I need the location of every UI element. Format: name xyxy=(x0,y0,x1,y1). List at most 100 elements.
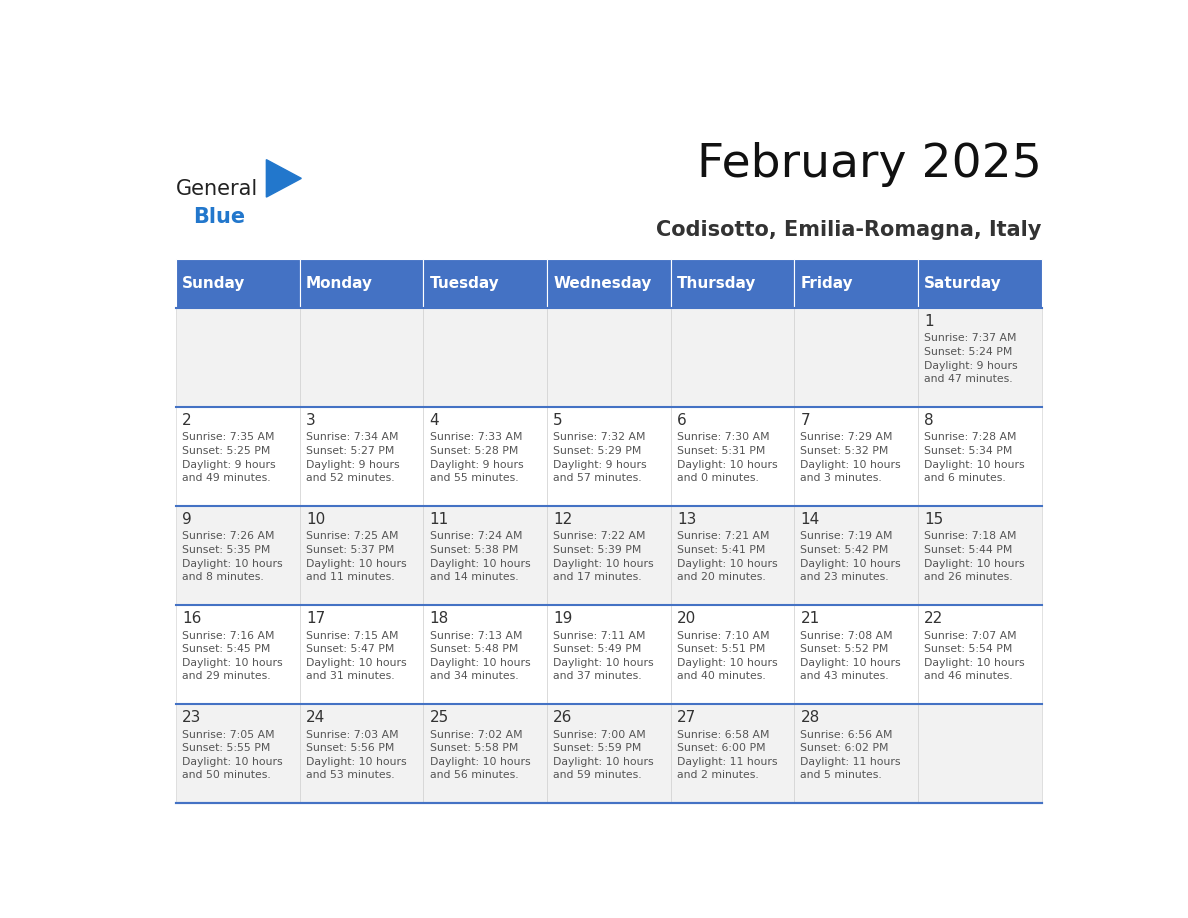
Text: 24: 24 xyxy=(307,710,326,725)
Text: 19: 19 xyxy=(554,610,573,626)
Text: Friday: Friday xyxy=(801,275,853,291)
Text: Sunrise: 7:16 AM
Sunset: 5:45 PM
Daylight: 10 hours
and 29 minutes.: Sunrise: 7:16 AM Sunset: 5:45 PM Dayligh… xyxy=(182,631,283,681)
Text: Sunrise: 7:33 AM
Sunset: 5:28 PM
Daylight: 9 hours
and 55 minutes.: Sunrise: 7:33 AM Sunset: 5:28 PM Dayligh… xyxy=(430,432,523,483)
Text: Monday: Monday xyxy=(307,275,373,291)
Text: 17: 17 xyxy=(307,610,326,626)
Text: Sunrise: 7:10 AM
Sunset: 5:51 PM
Daylight: 10 hours
and 40 minutes.: Sunrise: 7:10 AM Sunset: 5:51 PM Dayligh… xyxy=(677,631,777,681)
Text: 16: 16 xyxy=(182,610,202,626)
Bar xyxy=(671,704,795,803)
Text: 26: 26 xyxy=(554,710,573,725)
Text: 13: 13 xyxy=(677,511,696,527)
Bar xyxy=(918,506,1042,605)
Bar xyxy=(423,506,546,605)
Bar xyxy=(671,259,795,308)
Bar xyxy=(918,259,1042,308)
Text: 21: 21 xyxy=(801,610,820,626)
Bar xyxy=(176,506,299,605)
Text: Sunrise: 7:07 AM
Sunset: 5:54 PM
Daylight: 10 hours
and 46 minutes.: Sunrise: 7:07 AM Sunset: 5:54 PM Dayligh… xyxy=(924,631,1025,681)
Text: February 2025: February 2025 xyxy=(696,142,1042,187)
Text: 28: 28 xyxy=(801,710,820,725)
Text: General: General xyxy=(176,178,258,198)
Text: 18: 18 xyxy=(430,610,449,626)
Bar xyxy=(176,605,299,704)
Bar xyxy=(795,407,918,506)
Bar xyxy=(795,605,918,704)
Bar xyxy=(176,308,299,407)
Bar xyxy=(423,605,546,704)
Text: 15: 15 xyxy=(924,511,943,527)
Text: Sunrise: 7:28 AM
Sunset: 5:34 PM
Daylight: 10 hours
and 6 minutes.: Sunrise: 7:28 AM Sunset: 5:34 PM Dayligh… xyxy=(924,432,1025,483)
Text: Sunrise: 6:58 AM
Sunset: 6:00 PM
Daylight: 11 hours
and 2 minutes.: Sunrise: 6:58 AM Sunset: 6:00 PM Dayligh… xyxy=(677,730,777,780)
Bar xyxy=(795,704,918,803)
Text: Sunrise: 7:00 AM
Sunset: 5:59 PM
Daylight: 10 hours
and 59 minutes.: Sunrise: 7:00 AM Sunset: 5:59 PM Dayligh… xyxy=(554,730,653,780)
Text: Sunrise: 6:56 AM
Sunset: 6:02 PM
Daylight: 11 hours
and 5 minutes.: Sunrise: 6:56 AM Sunset: 6:02 PM Dayligh… xyxy=(801,730,901,780)
Text: Sunrise: 7:29 AM
Sunset: 5:32 PM
Daylight: 10 hours
and 3 minutes.: Sunrise: 7:29 AM Sunset: 5:32 PM Dayligh… xyxy=(801,432,902,483)
Text: Saturday: Saturday xyxy=(924,275,1001,291)
Bar xyxy=(299,308,423,407)
Bar xyxy=(299,407,423,506)
Text: 22: 22 xyxy=(924,610,943,626)
Bar xyxy=(176,259,299,308)
Bar xyxy=(299,506,423,605)
Bar xyxy=(671,308,795,407)
Text: 9: 9 xyxy=(182,511,192,527)
Text: Sunrise: 7:02 AM
Sunset: 5:58 PM
Daylight: 10 hours
and 56 minutes.: Sunrise: 7:02 AM Sunset: 5:58 PM Dayligh… xyxy=(430,730,530,780)
Text: Sunrise: 7:03 AM
Sunset: 5:56 PM
Daylight: 10 hours
and 53 minutes.: Sunrise: 7:03 AM Sunset: 5:56 PM Dayligh… xyxy=(307,730,406,780)
Bar xyxy=(918,704,1042,803)
Bar xyxy=(918,605,1042,704)
Text: 20: 20 xyxy=(677,610,696,626)
Bar xyxy=(423,259,546,308)
Text: 2: 2 xyxy=(182,412,192,428)
Text: Sunrise: 7:18 AM
Sunset: 5:44 PM
Daylight: 10 hours
and 26 minutes.: Sunrise: 7:18 AM Sunset: 5:44 PM Dayligh… xyxy=(924,532,1025,582)
Text: Sunrise: 7:15 AM
Sunset: 5:47 PM
Daylight: 10 hours
and 31 minutes.: Sunrise: 7:15 AM Sunset: 5:47 PM Dayligh… xyxy=(307,631,406,681)
Bar xyxy=(423,308,546,407)
Text: Sunrise: 7:13 AM
Sunset: 5:48 PM
Daylight: 10 hours
and 34 minutes.: Sunrise: 7:13 AM Sunset: 5:48 PM Dayligh… xyxy=(430,631,530,681)
Text: Sunrise: 7:34 AM
Sunset: 5:27 PM
Daylight: 9 hours
and 52 minutes.: Sunrise: 7:34 AM Sunset: 5:27 PM Dayligh… xyxy=(307,432,399,483)
Text: Sunrise: 7:25 AM
Sunset: 5:37 PM
Daylight: 10 hours
and 11 minutes.: Sunrise: 7:25 AM Sunset: 5:37 PM Dayligh… xyxy=(307,532,406,582)
Text: Sunrise: 7:35 AM
Sunset: 5:25 PM
Daylight: 9 hours
and 49 minutes.: Sunrise: 7:35 AM Sunset: 5:25 PM Dayligh… xyxy=(182,432,276,483)
Bar xyxy=(671,407,795,506)
Text: Sunrise: 7:30 AM
Sunset: 5:31 PM
Daylight: 10 hours
and 0 minutes.: Sunrise: 7:30 AM Sunset: 5:31 PM Dayligh… xyxy=(677,432,777,483)
Text: Sunrise: 7:21 AM
Sunset: 5:41 PM
Daylight: 10 hours
and 20 minutes.: Sunrise: 7:21 AM Sunset: 5:41 PM Dayligh… xyxy=(677,532,777,582)
Bar xyxy=(546,605,671,704)
Text: 4: 4 xyxy=(430,412,440,428)
Bar xyxy=(299,259,423,308)
Bar xyxy=(546,407,671,506)
Text: 23: 23 xyxy=(182,710,202,725)
Text: Sunrise: 7:22 AM
Sunset: 5:39 PM
Daylight: 10 hours
and 17 minutes.: Sunrise: 7:22 AM Sunset: 5:39 PM Dayligh… xyxy=(554,532,653,582)
Bar xyxy=(546,308,671,407)
Polygon shape xyxy=(266,160,302,197)
Bar xyxy=(795,259,918,308)
Text: Wednesday: Wednesday xyxy=(554,275,651,291)
Bar xyxy=(671,605,795,704)
Text: Sunrise: 7:05 AM
Sunset: 5:55 PM
Daylight: 10 hours
and 50 minutes.: Sunrise: 7:05 AM Sunset: 5:55 PM Dayligh… xyxy=(182,730,283,780)
Bar xyxy=(671,506,795,605)
Text: 10: 10 xyxy=(307,511,326,527)
Bar xyxy=(795,308,918,407)
Bar xyxy=(546,506,671,605)
Text: Blue: Blue xyxy=(192,207,245,227)
Bar xyxy=(546,704,671,803)
Text: 11: 11 xyxy=(430,511,449,527)
Text: 5: 5 xyxy=(554,412,563,428)
Text: 25: 25 xyxy=(430,710,449,725)
Text: Tuesday: Tuesday xyxy=(430,275,499,291)
Bar xyxy=(795,506,918,605)
Bar xyxy=(423,704,546,803)
Text: Sunday: Sunday xyxy=(182,275,246,291)
Text: Sunrise: 7:26 AM
Sunset: 5:35 PM
Daylight: 10 hours
and 8 minutes.: Sunrise: 7:26 AM Sunset: 5:35 PM Dayligh… xyxy=(182,532,283,582)
Text: Sunrise: 7:32 AM
Sunset: 5:29 PM
Daylight: 9 hours
and 57 minutes.: Sunrise: 7:32 AM Sunset: 5:29 PM Dayligh… xyxy=(554,432,646,483)
Bar xyxy=(918,407,1042,506)
Text: 1: 1 xyxy=(924,314,934,329)
Text: 14: 14 xyxy=(801,511,820,527)
Bar xyxy=(918,308,1042,407)
Bar xyxy=(299,704,423,803)
Text: Sunrise: 7:37 AM
Sunset: 5:24 PM
Daylight: 9 hours
and 47 minutes.: Sunrise: 7:37 AM Sunset: 5:24 PM Dayligh… xyxy=(924,333,1018,384)
Text: Thursday: Thursday xyxy=(677,275,757,291)
Text: 3: 3 xyxy=(307,412,316,428)
Text: 7: 7 xyxy=(801,412,810,428)
Text: 6: 6 xyxy=(677,412,687,428)
Text: Codisotto, Emilia-Romagna, Italy: Codisotto, Emilia-Romagna, Italy xyxy=(656,219,1042,240)
Text: 8: 8 xyxy=(924,412,934,428)
Bar xyxy=(299,605,423,704)
